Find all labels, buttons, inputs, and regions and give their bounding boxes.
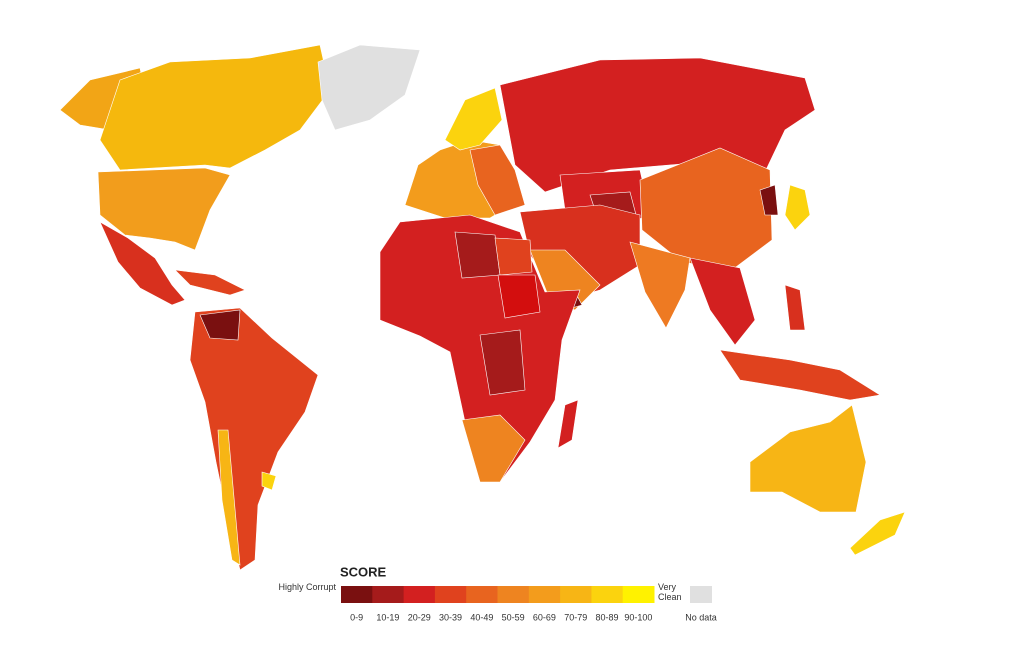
mexico (99, 221, 186, 306)
south-america (189, 307, 319, 571)
philippines (784, 284, 806, 331)
legend-swatch (560, 586, 592, 603)
legend-swatch (497, 586, 530, 603)
high-label: Very Clean (658, 582, 682, 602)
legend-swatch (466, 586, 498, 603)
legend-swatch (622, 586, 655, 603)
legend-bin-label: 90-100 (624, 612, 652, 622)
legend-swatch (434, 586, 467, 603)
southern-africa (461, 414, 526, 483)
india (629, 241, 691, 329)
legend-swatch (591, 586, 624, 603)
chile (217, 429, 241, 566)
north-korea (759, 184, 779, 216)
sudan (497, 274, 541, 319)
japan (784, 184, 811, 231)
legend-swatch (372, 586, 405, 603)
legend-swatch (341, 586, 373, 603)
legend-bin-label: 30-39 (439, 612, 462, 622)
no-data-swatch (690, 586, 712, 603)
legend-bin-label: 60-69 (533, 612, 556, 622)
low-label: Highly Corrupt (278, 582, 336, 592)
china (639, 147, 773, 271)
legend-bin-label: 70-79 (564, 612, 587, 622)
low-label-box: Highly Corrupt (278, 582, 336, 592)
east-europe (469, 144, 526, 216)
legend-swatch (403, 586, 436, 603)
libya (454, 231, 501, 279)
legend-bin-label: 0-9 (350, 612, 363, 622)
indonesia (719, 349, 881, 401)
legend-bin-label: 20-29 (408, 612, 431, 622)
legend-swatch (528, 586, 561, 603)
scandinavia (444, 87, 503, 151)
usa (97, 167, 231, 251)
canada (99, 44, 331, 171)
legend-bin-label: 10-19 (376, 612, 399, 622)
countries (59, 44, 906, 571)
egypt (494, 237, 533, 276)
southeast-asia (689, 257, 756, 346)
venezuela (199, 309, 241, 341)
no-data-label: No data (685, 612, 717, 622)
legend-title: SCORE (340, 564, 387, 579)
legend-bin-label: 80-89 (596, 612, 619, 622)
legend-bin-label: 40-49 (470, 612, 493, 622)
caribbean (174, 269, 246, 296)
new-zealand (849, 511, 906, 556)
uruguay (261, 471, 277, 491)
legend: SCORE Highly Corrupt Very Clean 0-9 10-19… (278, 564, 717, 622)
central-africa (479, 329, 526, 396)
madagascar (557, 399, 579, 449)
legend-bin-label: 50-59 (502, 612, 525, 622)
high-label-box: Very Clean (658, 582, 682, 602)
greenland (317, 44, 421, 131)
australia (749, 404, 867, 513)
